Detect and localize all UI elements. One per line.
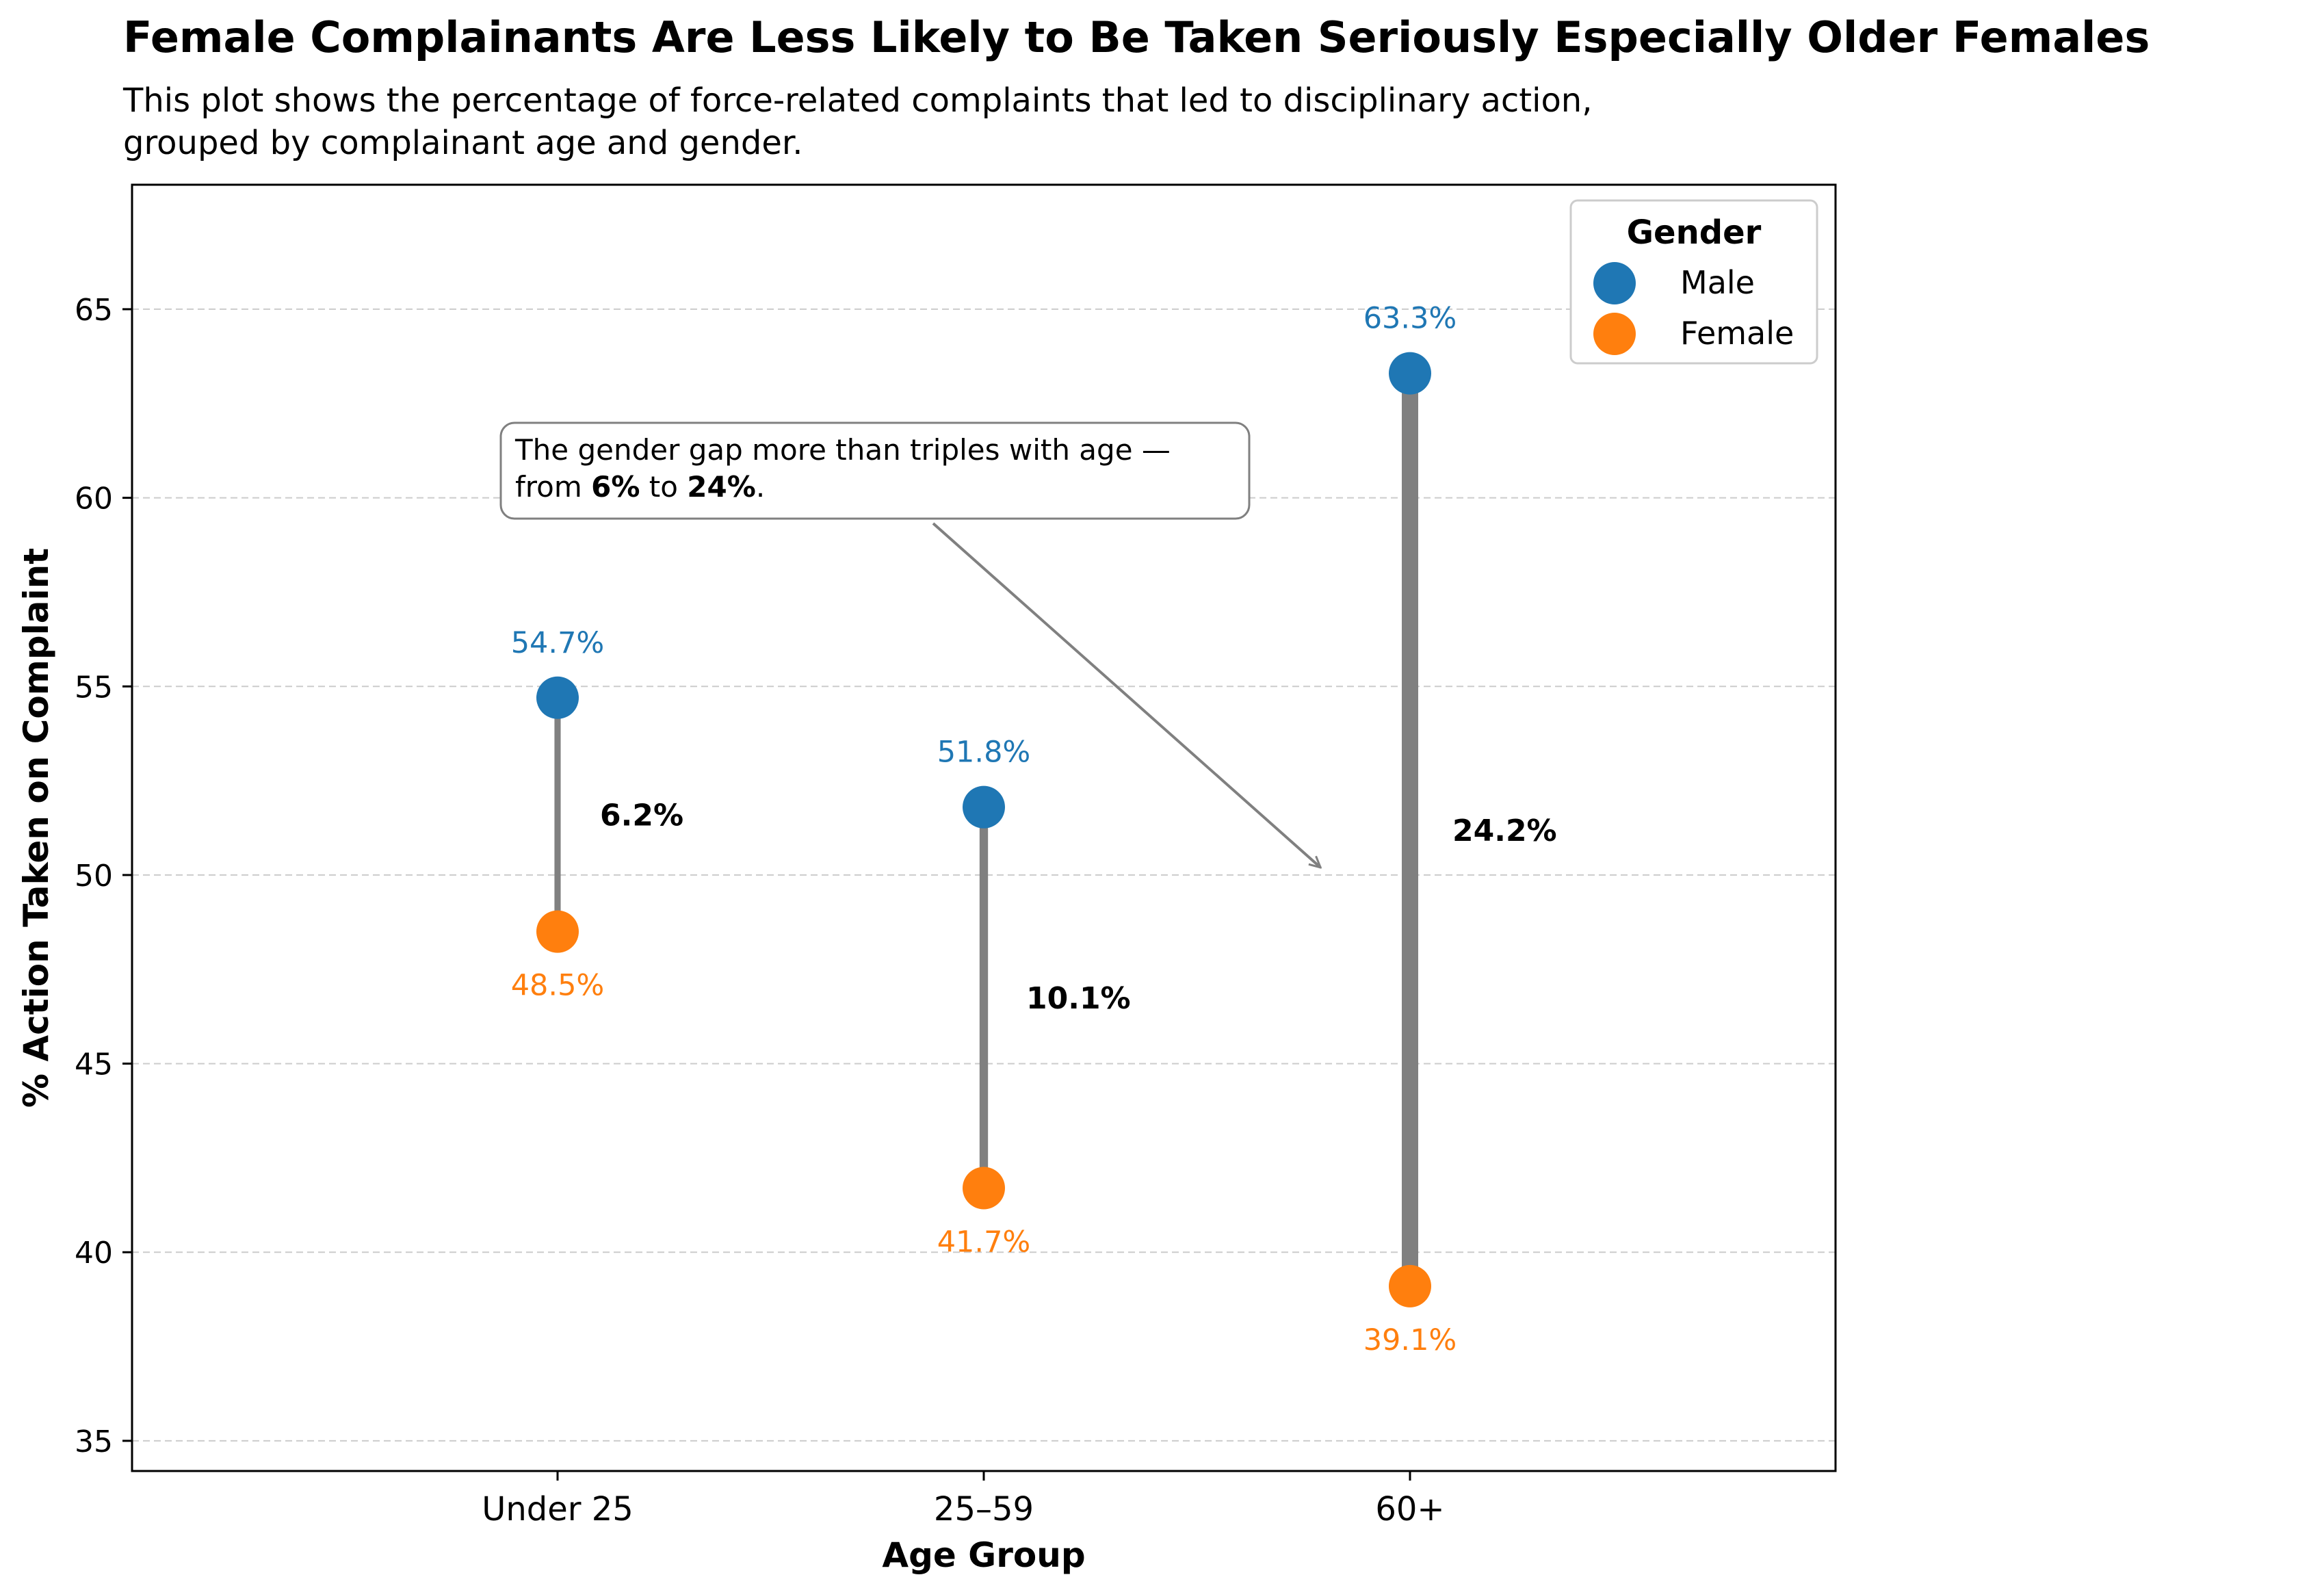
subtitle-line-1: This plot shows the percentage of force-… (123, 81, 1593, 120)
data-points (536, 352, 1431, 1307)
chart-subtitle: This plot shows the percentage of force-… (123, 79, 1592, 164)
annotation-text-part: 24% (687, 470, 756, 504)
legend-title: Gender (1627, 213, 1762, 252)
x-tick-label: Under 25 (482, 1490, 634, 1528)
annotation-arrow (932, 522, 1320, 868)
annotation-text-part: to (640, 470, 687, 504)
gap-label: 24.2% (1452, 813, 1557, 848)
x-tick-label: 25–59 (934, 1490, 1034, 1528)
legend-label-male: Male (1680, 264, 1755, 301)
y-tick-label: 55 (75, 670, 113, 705)
annotation-text-part: from (515, 470, 591, 504)
y-tick-label: 65 (75, 293, 113, 328)
y-axis-ticks: 35 40 45 50 55 60 65 (75, 293, 132, 1459)
female-value-label: 39.1% (1363, 1323, 1457, 1357)
x-axis-label: Age Group (882, 1535, 1085, 1575)
annotation-box (499, 421, 1251, 520)
x-tick-label: 60+ (1375, 1490, 1444, 1528)
chart-title: Female Complainants Are Less Likely to B… (123, 12, 2150, 62)
male-point (963, 785, 1005, 829)
annotation-text-part: . (756, 470, 765, 504)
male-value-label: 63.3% (1363, 302, 1457, 336)
legend-label-female: Female (1680, 315, 1794, 352)
gap-label: 10.1% (1026, 981, 1131, 1016)
annotation-line-2: from 6% to 24%. (515, 470, 765, 504)
male-value-label: 54.7% (511, 626, 605, 660)
female-value-label: 41.7% (937, 1225, 1031, 1260)
female-value-label: 48.5% (511, 969, 605, 1003)
female-point (1389, 1264, 1431, 1307)
y-tick-label: 40 (75, 1236, 113, 1271)
female-point (536, 910, 579, 953)
annotation-text-part: 6% (591, 470, 640, 504)
subtitle-line-2: grouped by complainant age and gender. (123, 124, 803, 162)
legend: Gender Male Female (1569, 199, 1818, 365)
male-point (1389, 352, 1431, 395)
gap-label: 6.2% (600, 798, 683, 833)
data-labels: 54.7% 48.5% 51.8% 41.7% 63.3% 39.1% (511, 302, 1457, 1357)
male-point (536, 676, 579, 719)
legend-marker-male (1593, 262, 1636, 304)
y-tick-label: 60 (75, 482, 113, 517)
gap-labels: 6.2% 10.1% 24.2% (600, 798, 1557, 1016)
male-value-label: 51.8% (937, 736, 1031, 770)
annotation: The gender gap more than triples with ag… (499, 421, 1320, 868)
female-point (963, 1167, 1005, 1210)
x-axis-ticks: Under 25 25–59 60+ (482, 1471, 1445, 1528)
legend-marker-female (1593, 313, 1636, 355)
annotation-line-1: The gender gap more than triples with ag… (514, 433, 1171, 467)
plot-frame (131, 183, 1837, 1472)
connector-lines (554, 373, 1418, 1286)
y-tick-label: 50 (75, 859, 113, 894)
y-tick-label: 35 (75, 1424, 113, 1459)
y-tick-label: 45 (75, 1047, 113, 1082)
y-axis-label: % Action Taken on Complaint (16, 548, 56, 1108)
